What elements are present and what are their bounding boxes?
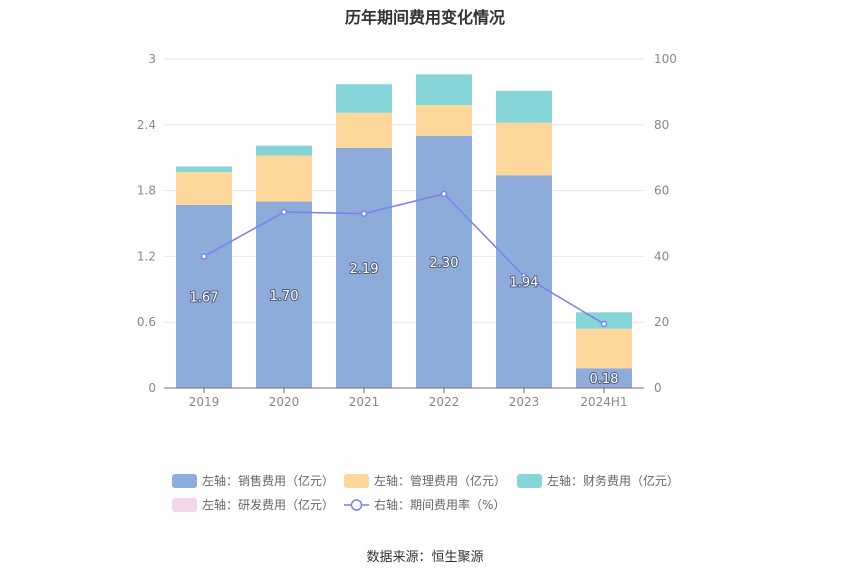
bar-data-labels: 1.67 1.70 2.19 2.30 1.94 0.18 [189, 255, 620, 388]
legend-label: 左轴：财务费用（亿元） [547, 473, 679, 488]
x-tick-label: 2022 [429, 395, 460, 409]
legend-marker-icon [350, 499, 363, 511]
data-source-note: 数据来源：恒生聚源 [366, 550, 484, 565]
rate-point[interactable] [520, 272, 528, 280]
bar-segment-1[interactable] [336, 112, 392, 148]
bar-data-label: 1.67 [190, 290, 219, 305]
right-tick-label: 40 [654, 249, 669, 263]
right-tick-label: 20 [654, 315, 669, 329]
left-tick-label: 0 [148, 381, 156, 395]
line-series [200, 190, 608, 328]
legend-item[interactable]: 左轴：管理费用（亿元） [344, 473, 506, 488]
left-tick-label: 1.8 [137, 184, 156, 198]
legend-swatch [172, 498, 197, 512]
left-tick-label: 2.4 [137, 118, 156, 132]
bar-segment-0[interactable] [336, 147, 392, 388]
bar-series [176, 74, 632, 388]
left-axis-ticks: 0 0.6 1.2 1.8 2.4 3 [137, 52, 156, 395]
x-axis: 2019 2020 2021 2022 2023 2024H1 [164, 387, 644, 409]
legend-swatch [172, 474, 197, 488]
left-tick-label: 3 [148, 52, 156, 66]
legend-item[interactable]: 左轴：财务费用（亿元） [517, 473, 679, 488]
bar-segment-1[interactable] [256, 155, 312, 202]
bar-segment-1[interactable] [576, 328, 632, 369]
bar-data-label: 2.19 [350, 262, 379, 277]
legend-item[interactable]: 右轴：期间费用率（%） [344, 497, 505, 512]
bar-segment-0[interactable] [416, 135, 472, 388]
x-tick-label: 2024H1 [580, 395, 627, 409]
left-tick-label: 1.2 [137, 249, 156, 263]
rate-point[interactable] [280, 208, 288, 216]
x-tick-label: 2019 [189, 395, 220, 409]
bar-segment-0[interactable] [176, 204, 232, 388]
bar-segment-1[interactable] [496, 122, 552, 176]
legend-swatch [517, 474, 542, 488]
bar-segment-1[interactable] [176, 171, 232, 205]
legend-label: 左轴：研发费用（亿元） [202, 497, 334, 512]
bar-data-label: 1.70 [270, 289, 299, 304]
right-tick-label: 100 [654, 52, 677, 66]
x-tick-label: 2021 [349, 395, 380, 409]
bar-segment-2[interactable] [336, 84, 392, 113]
bar-segment-2[interactable] [176, 166, 232, 172]
bar-segment-2[interactable] [576, 312, 632, 329]
right-axis-ticks: 0 20 40 60 80 100 [654, 52, 677, 395]
left-tick-label: 0.6 [137, 315, 156, 329]
bar-segment-0[interactable] [496, 175, 552, 388]
bar-data-label: 2.30 [430, 256, 459, 271]
bar-segment-2[interactable] [256, 145, 312, 156]
rate-point[interactable] [200, 253, 208, 260]
legend-swatch [344, 474, 369, 488]
chart-title: 历年期间费用变化情况 [344, 8, 505, 27]
bar-data-label: 0.18 [590, 372, 619, 387]
rate-line [203, 193, 605, 325]
legend-label: 左轴：销售费用（亿元） [202, 473, 334, 488]
rate-point[interactable] [600, 320, 608, 328]
legend-item[interactable]: 左轴：研发费用（亿元） [172, 497, 334, 512]
bar-segment-0[interactable] [576, 368, 632, 388]
x-tick-label: 2020 [269, 395, 300, 409]
bar-segment-2[interactable] [496, 90, 552, 123]
bar-segment-2[interactable] [416, 74, 472, 106]
rate-point[interactable] [440, 190, 448, 198]
legend[interactable]: 左轴：销售费用（亿元） 左轴：管理费用（亿元） 左轴：财务费用（亿元） 左轴：研发费用… [172, 473, 679, 512]
bar-segment-0[interactable] [256, 201, 312, 388]
bar-segment-1[interactable] [416, 105, 472, 136]
legend-item[interactable]: 左轴：销售费用（亿元） [172, 473, 334, 488]
rate-point[interactable] [360, 210, 368, 217]
legend-label: 右轴：期间费用率（%） [374, 497, 505, 512]
bar-data-label: 1.94 [510, 276, 539, 291]
right-tick-label: 80 [654, 118, 669, 132]
legend-label: 左轴：管理费用（亿元） [374, 473, 506, 488]
right-tick-label: 0 [654, 381, 662, 395]
right-tick-label: 60 [654, 184, 669, 198]
x-tick-label: 2023 [509, 395, 540, 409]
grid-lines [164, 58, 644, 323]
